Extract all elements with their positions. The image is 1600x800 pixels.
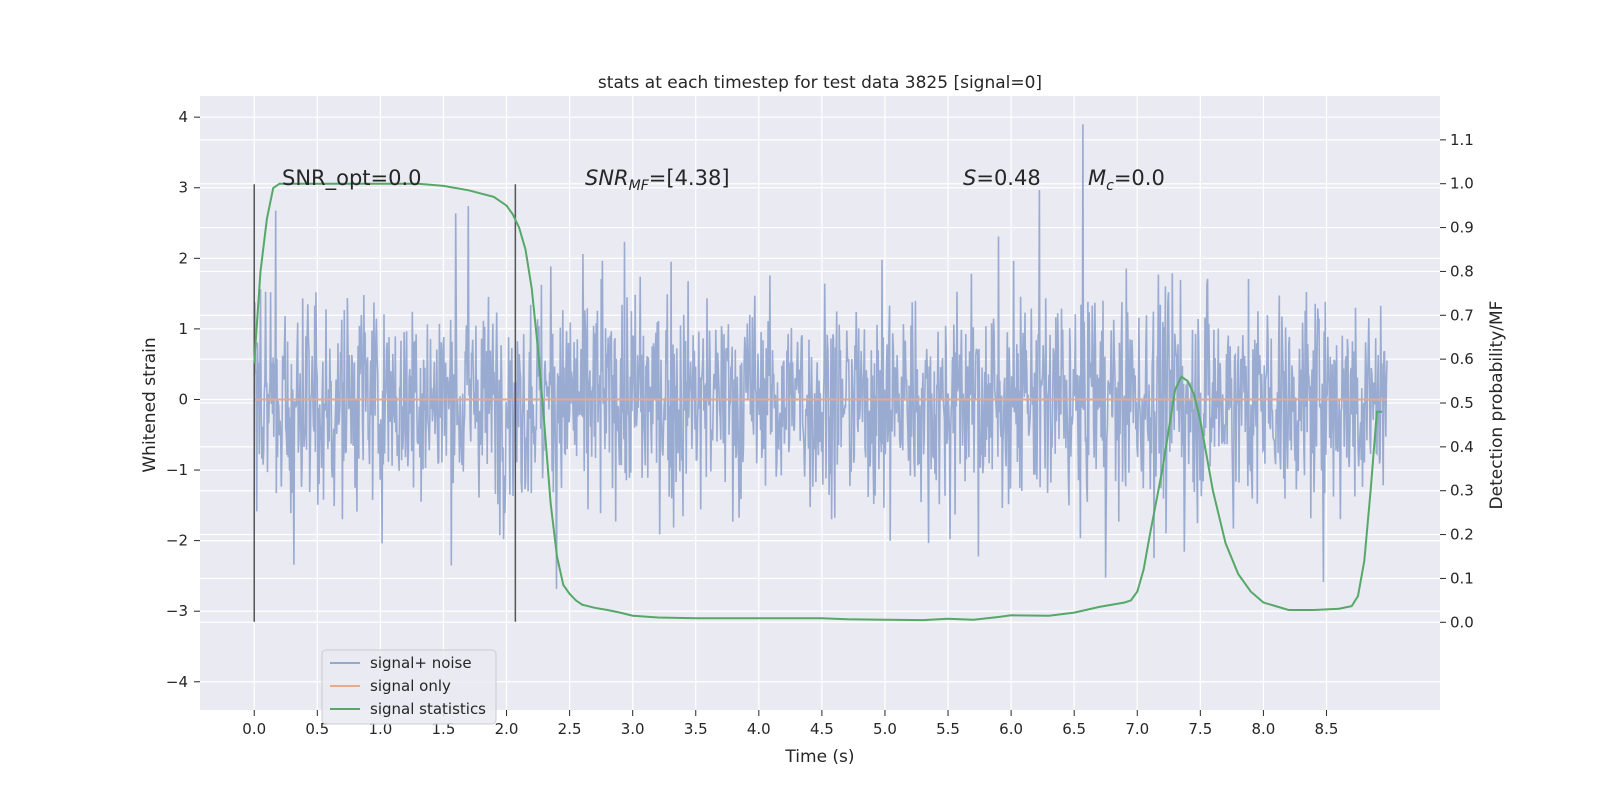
y2-axis-ticks: 1.1 1.0 0.9 0.8 0.7 0.6 0.5 0.4 0.3 0.2 0.1 0.0 bbox=[1440, 131, 1474, 631]
legend: signal+ noise signal only signal statist… bbox=[321, 649, 497, 725]
legend-label-signal: signal only bbox=[370, 677, 451, 695]
y-tick-label: 1 bbox=[178, 320, 188, 338]
annotation-s-value: =0.48 bbox=[976, 166, 1040, 190]
x-tick-label: 8.0 bbox=[1251, 720, 1275, 738]
y2-tick-label: 0.9 bbox=[1450, 219, 1474, 237]
x-tick-label: 0.5 bbox=[305, 720, 329, 738]
x-tick-label: 5.0 bbox=[873, 720, 897, 738]
annotation-snr-mf-value: =[4.38] bbox=[649, 166, 730, 190]
y2-tick-label: 0.1 bbox=[1450, 569, 1474, 587]
annotation-mc-value: =0.0 bbox=[1114, 166, 1165, 190]
annotation-snr-mf: SNRMF=[4.38] bbox=[585, 166, 730, 194]
x-tick-label: 0.0 bbox=[242, 720, 266, 738]
y2-tick-label: 0.6 bbox=[1450, 350, 1474, 368]
y-tick-label: 4 bbox=[178, 108, 188, 126]
annotation-s-var: S bbox=[963, 166, 976, 190]
x-tick-label: 4.0 bbox=[747, 720, 771, 738]
y-tick-label: −2 bbox=[166, 532, 188, 550]
annotation-mc-var: M bbox=[1088, 166, 1106, 190]
annotation-s: S=0.48 bbox=[963, 166, 1041, 190]
x-tick-label: 7.0 bbox=[1125, 720, 1149, 738]
annotation-snr-mf-sub: MF bbox=[629, 178, 650, 194]
signal-noise-line bbox=[253, 124, 1388, 590]
signal-noise-series bbox=[253, 124, 1388, 590]
y-tick-label: 2 bbox=[178, 249, 188, 267]
y2-tick-label: 0.2 bbox=[1450, 526, 1474, 544]
x-axis-ticks: 0.0 0.5 1.0 1.5 2.0 2.5 3.0 3.5 4.0 4.5 5.0 5.5 6.0 6… bbox=[242, 710, 1338, 738]
x-tick-label: 4.5 bbox=[810, 720, 834, 738]
y-tick-label: 3 bbox=[178, 179, 188, 197]
annotation-snr-mf-main: SNR bbox=[585, 166, 629, 190]
y-tick-label: 0 bbox=[178, 390, 188, 408]
chart-title: stats at each timestep for test data 382… bbox=[598, 73, 1042, 93]
signal-statistics-series bbox=[253, 182, 1382, 622]
y2-tick-label: 0.5 bbox=[1450, 394, 1474, 412]
x-tick-label: 5.5 bbox=[936, 720, 960, 738]
x-tick-label: 7.5 bbox=[1188, 720, 1212, 738]
x-tick-label: 3.0 bbox=[621, 720, 645, 738]
y2-tick-label: 0.4 bbox=[1450, 438, 1474, 456]
y2-tick-label: 0.0 bbox=[1450, 613, 1474, 631]
x-tick-label: 2.5 bbox=[558, 720, 582, 738]
y2-tick-label: 0.7 bbox=[1450, 306, 1474, 324]
y2-tick-label: 0.8 bbox=[1450, 262, 1474, 280]
y-tick-label: −4 bbox=[166, 673, 188, 691]
x-tick-label: 8.5 bbox=[1315, 720, 1339, 738]
signal-statistics-line bbox=[253, 182, 1382, 622]
y-tick-label: −3 bbox=[166, 602, 188, 620]
x-tick-label: 2.0 bbox=[495, 720, 519, 738]
annotation-mc: Mc=0.0 bbox=[1088, 166, 1165, 194]
x-tick-label: 6.5 bbox=[1062, 720, 1086, 738]
x-tick-label: 6.0 bbox=[999, 720, 1023, 738]
x-tick-label: 3.5 bbox=[684, 720, 708, 738]
legend-label-stats: signal statistics bbox=[370, 700, 486, 718]
annotation-snr-opt: SNR_opt=0.0 bbox=[282, 166, 422, 191]
y2-axis-label: Detection probability/MF bbox=[1487, 301, 1507, 510]
vertical-markers bbox=[253, 184, 517, 622]
y2-tick-label: 0.3 bbox=[1450, 482, 1474, 500]
y-tick-label: −1 bbox=[166, 461, 188, 479]
legend-label-noise: signal+ noise bbox=[370, 654, 472, 672]
y-axis-ticks: 4 3 2 1 0 −1 −2 −3 −4 bbox=[166, 108, 200, 691]
y-axis-label: Whitened strain bbox=[140, 337, 160, 472]
x-axis-label: Time (s) bbox=[784, 747, 854, 767]
annotation-mc-sub: c bbox=[1106, 178, 1114, 194]
y2-tick-label: 1.1 bbox=[1450, 131, 1474, 149]
y2-tick-label: 1.0 bbox=[1450, 175, 1474, 193]
legend-box bbox=[321, 649, 497, 725]
